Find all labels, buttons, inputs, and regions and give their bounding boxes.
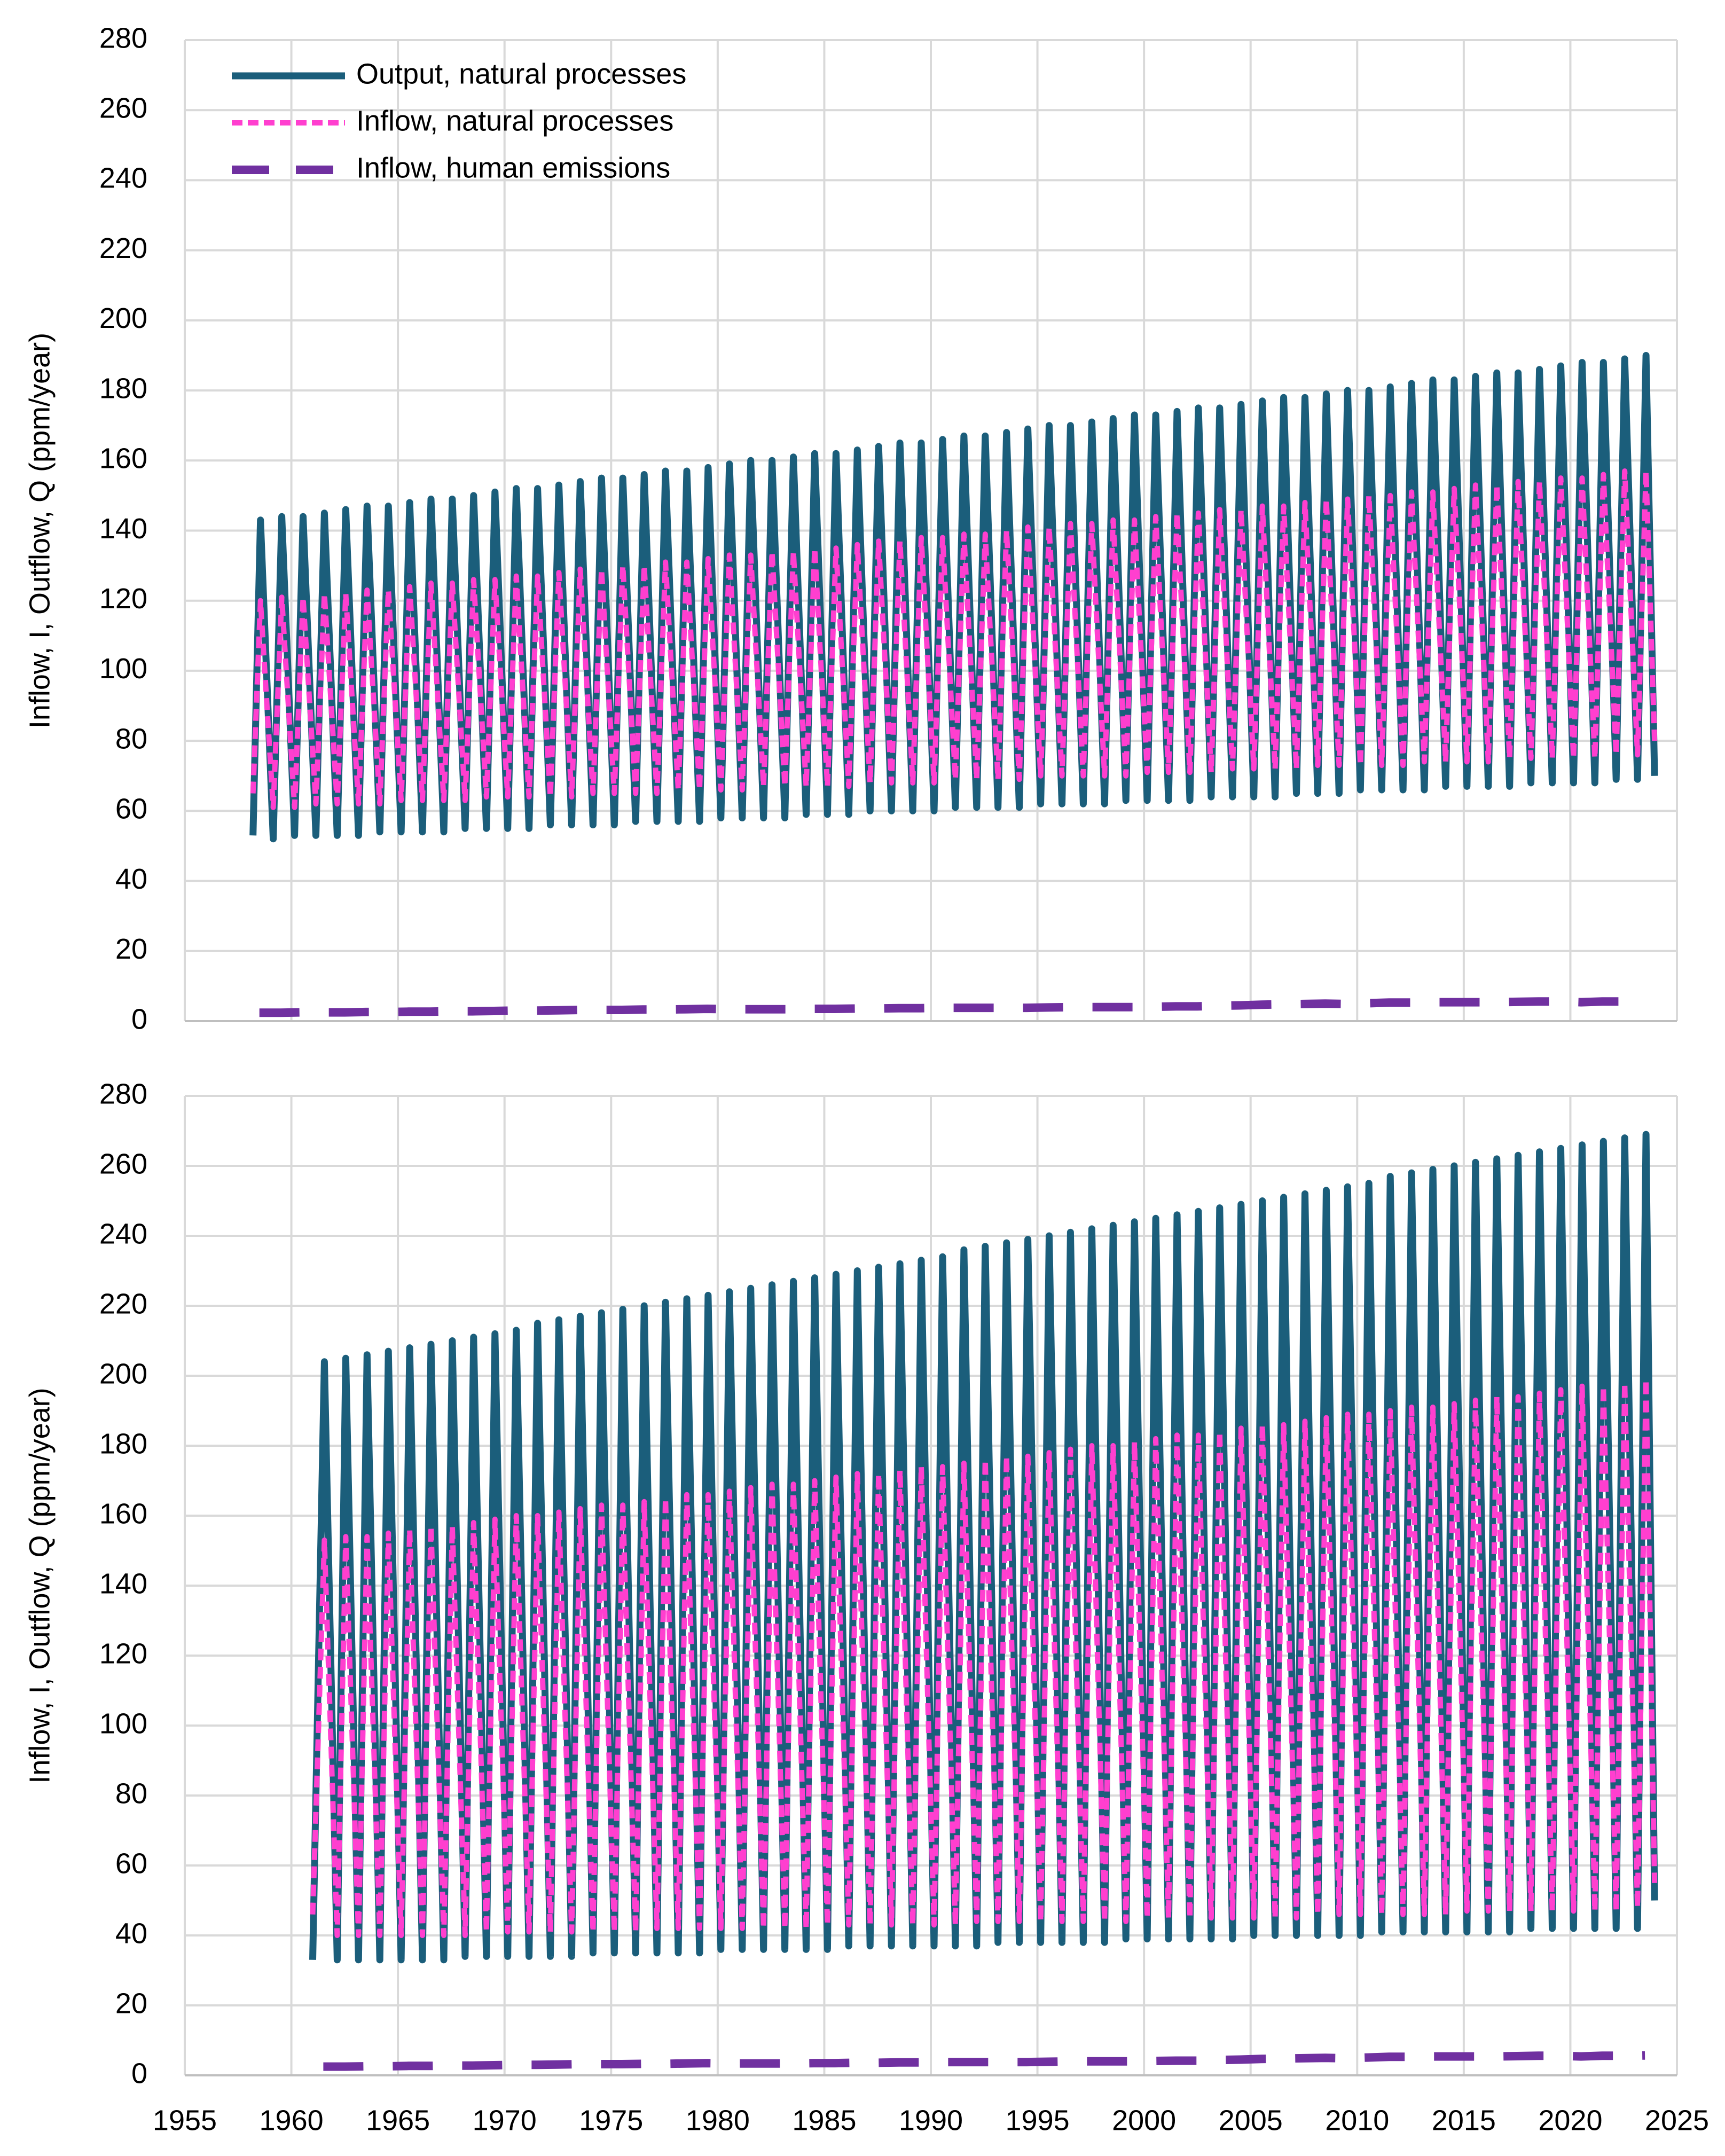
y-tick-label: 20 (115, 933, 147, 965)
y-tick-label: 40 (115, 1917, 147, 1949)
x-tick-label: 1955 (153, 2104, 217, 2136)
y-tick-label: 80 (115, 1777, 147, 1809)
x-tick-label: 1965 (366, 2104, 430, 2136)
y-tick-label: 180 (99, 1428, 147, 1460)
series-line (310, 1376, 1658, 1938)
y-tick-label: 120 (99, 583, 147, 615)
y-tick-label: 180 (99, 372, 147, 404)
y-tick-label: 60 (115, 1847, 147, 1879)
y-tick-label: 220 (99, 1288, 147, 1320)
series-line (259, 997, 1645, 1017)
y-tick-label: 160 (99, 443, 147, 475)
y-tick-label: 200 (99, 302, 147, 334)
series-line (323, 2051, 1645, 2071)
x-tick-label: 2005 (1219, 2104, 1283, 2136)
x-tick-label: 2015 (1432, 2104, 1496, 2136)
y-tick-label: 20 (115, 1987, 147, 2019)
y-tick-label: 0 (131, 2057, 147, 2089)
y-tick-label: 200 (99, 1358, 147, 1390)
y-tick-label: 100 (99, 653, 147, 685)
y-tick-label: 220 (99, 232, 147, 264)
y-tick-label: 160 (99, 1498, 147, 1530)
y-tick-label: 140 (99, 513, 147, 545)
x-tick-label: 1960 (260, 2104, 324, 2136)
y-tick-label: 100 (99, 1707, 147, 1739)
y-tick-label: 40 (115, 863, 147, 895)
y-tick-label: 0 (131, 1003, 147, 1035)
y-tick-label: 240 (99, 162, 147, 194)
x-tick-label: 2000 (1112, 2104, 1176, 2136)
y-tick-label: 80 (115, 723, 147, 755)
y-tick-label: 60 (115, 793, 147, 825)
x-tick-label: 2010 (1325, 2104, 1389, 2136)
x-tick-label: 1970 (473, 2104, 537, 2136)
y-tick-label: 120 (99, 1637, 147, 1669)
x-tick-label: 1990 (899, 2104, 963, 2136)
x-tick-label: 2020 (1538, 2104, 1602, 2136)
y-tick-label: 140 (99, 1567, 147, 1600)
x-tick-label: 1995 (1006, 2104, 1070, 2136)
series-line (250, 468, 1658, 810)
legend-label: Output, natural processes (356, 58, 686, 90)
y-axis-label: Inflow, I, Outflow, Q (ppm/year) (23, 333, 56, 728)
x-tick-label: 1985 (792, 2104, 856, 2136)
legend-label: Inflow, human emissions (356, 152, 670, 184)
series-line (309, 1131, 1658, 1964)
x-tick-label: 2025 (1645, 2104, 1709, 2136)
y-tick-label: 240 (99, 1218, 147, 1250)
legend-label: Inflow, natural processes (356, 105, 673, 137)
y-axis-label: Inflow, I, Outflow, Q (ppm/year) (23, 1387, 56, 1783)
x-tick-label: 1980 (686, 2104, 750, 2136)
y-tick-label: 280 (99, 1078, 147, 1110)
y-tick-label: 260 (99, 1148, 147, 1180)
y-tick-label: 260 (99, 92, 147, 124)
series-line (249, 352, 1658, 843)
x-tick-label: 1975 (579, 2104, 643, 2136)
y-tick-label: 280 (99, 22, 147, 54)
